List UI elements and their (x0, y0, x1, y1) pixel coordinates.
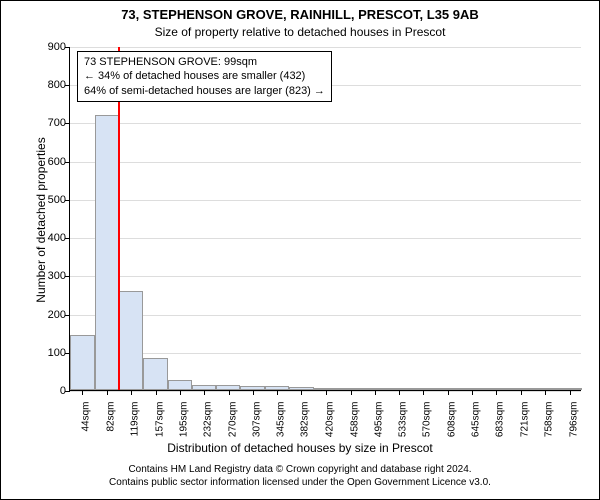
y-tick-label: 300 (48, 270, 66, 282)
grid-line (70, 315, 581, 316)
histogram-bar (143, 358, 168, 390)
y-tick-label: 500 (48, 194, 66, 206)
x-tick-label: 645sqm (470, 402, 481, 438)
histogram-bar (70, 335, 95, 390)
x-tick-label: 82sqm (105, 402, 116, 432)
x-tick-mark (351, 390, 352, 395)
x-tick-label: 533sqm (398, 402, 409, 438)
x-tick-mark (277, 390, 278, 395)
x-tick-label: 570sqm (422, 402, 433, 438)
y-tick-label: 400 (48, 232, 66, 244)
x-tick-mark (253, 390, 254, 395)
x-tick-label: 195sqm (179, 402, 190, 438)
x-tick-mark (570, 390, 571, 395)
grid-line (70, 162, 581, 163)
x-tick-label: 458sqm (349, 402, 360, 438)
y-tick-label: 100 (48, 347, 66, 359)
x-tick-mark (472, 390, 473, 395)
y-tick-label: 600 (48, 156, 66, 168)
x-tick-label: 420sqm (325, 402, 336, 438)
info-line-3: 64% of semi-detached houses are larger (… (84, 84, 325, 98)
grid-line (70, 353, 581, 354)
info-line-2: ← 34% of detached houses are smaller (43… (84, 69, 325, 83)
x-tick-mark (448, 390, 449, 395)
x-tick-mark (521, 390, 522, 395)
chart-container: 73, STEPHENSON GROVE, RAINHILL, PRESCOT,… (0, 0, 600, 500)
x-tick-label: 345sqm (276, 402, 287, 438)
grid-line (70, 200, 581, 201)
x-tick-label: 796sqm (568, 402, 579, 438)
info-line-1: 73 STEPHENSON GROVE: 99sqm (84, 55, 325, 69)
x-tick-mark (545, 390, 546, 395)
grid-line (70, 123, 581, 124)
x-tick-mark (423, 390, 424, 395)
x-tick-mark (82, 390, 83, 395)
x-tick-label: 270sqm (227, 402, 238, 438)
x-axis-label: Distribution of detached houses by size … (1, 441, 599, 455)
x-tick-mark (107, 390, 108, 395)
x-tick-label: 157sqm (154, 402, 165, 438)
grid-line (70, 276, 581, 277)
footer: Contains HM Land Registry data © Crown c… (1, 463, 599, 489)
x-tick-label: 495sqm (373, 402, 384, 438)
x-tick-label: 232sqm (203, 402, 214, 438)
y-tick-label: 900 (48, 41, 66, 53)
x-tick-mark (131, 390, 132, 395)
histogram-bar (119, 291, 144, 390)
x-tick-mark (399, 390, 400, 395)
y-tick-label: 200 (48, 309, 66, 321)
x-tick-label: 119sqm (129, 402, 140, 437)
y-tick-label: 0 (60, 385, 66, 397)
x-tick-mark (375, 390, 376, 395)
x-tick-mark (496, 390, 497, 395)
x-tick-mark (229, 390, 230, 395)
x-tick-mark (156, 390, 157, 395)
x-tick-label: 307sqm (251, 402, 262, 438)
x-tick-label: 608sqm (446, 402, 457, 438)
x-tick-label: 758sqm (544, 402, 555, 438)
x-tick-mark (301, 390, 302, 395)
info-box: 73 STEPHENSON GROVE: 99sqm ← 34% of deta… (77, 51, 332, 102)
x-tick-label: 683sqm (495, 402, 506, 438)
histogram-bar (168, 380, 192, 390)
grid-line (70, 238, 581, 239)
grid-line (70, 47, 581, 48)
footer-line-2: Contains public sector information licen… (1, 476, 599, 489)
x-tick-label: 382sqm (300, 402, 311, 438)
y-tick-label: 700 (48, 117, 66, 129)
x-tick-label: 721sqm (520, 402, 531, 438)
x-tick-mark (204, 390, 205, 395)
x-tick-mark (180, 390, 181, 395)
x-tick-label: 44sqm (81, 402, 92, 432)
chart-title: 73, STEPHENSON GROVE, RAINHILL, PRESCOT,… (1, 7, 599, 22)
chart-subtitle: Size of property relative to detached ho… (1, 25, 599, 39)
x-tick-mark (326, 390, 327, 395)
y-axis-label: Number of detached properties (34, 120, 48, 320)
y-tick-label: 800 (48, 79, 66, 91)
footer-line-1: Contains HM Land Registry data © Crown c… (1, 463, 599, 476)
histogram-bar (95, 115, 119, 390)
